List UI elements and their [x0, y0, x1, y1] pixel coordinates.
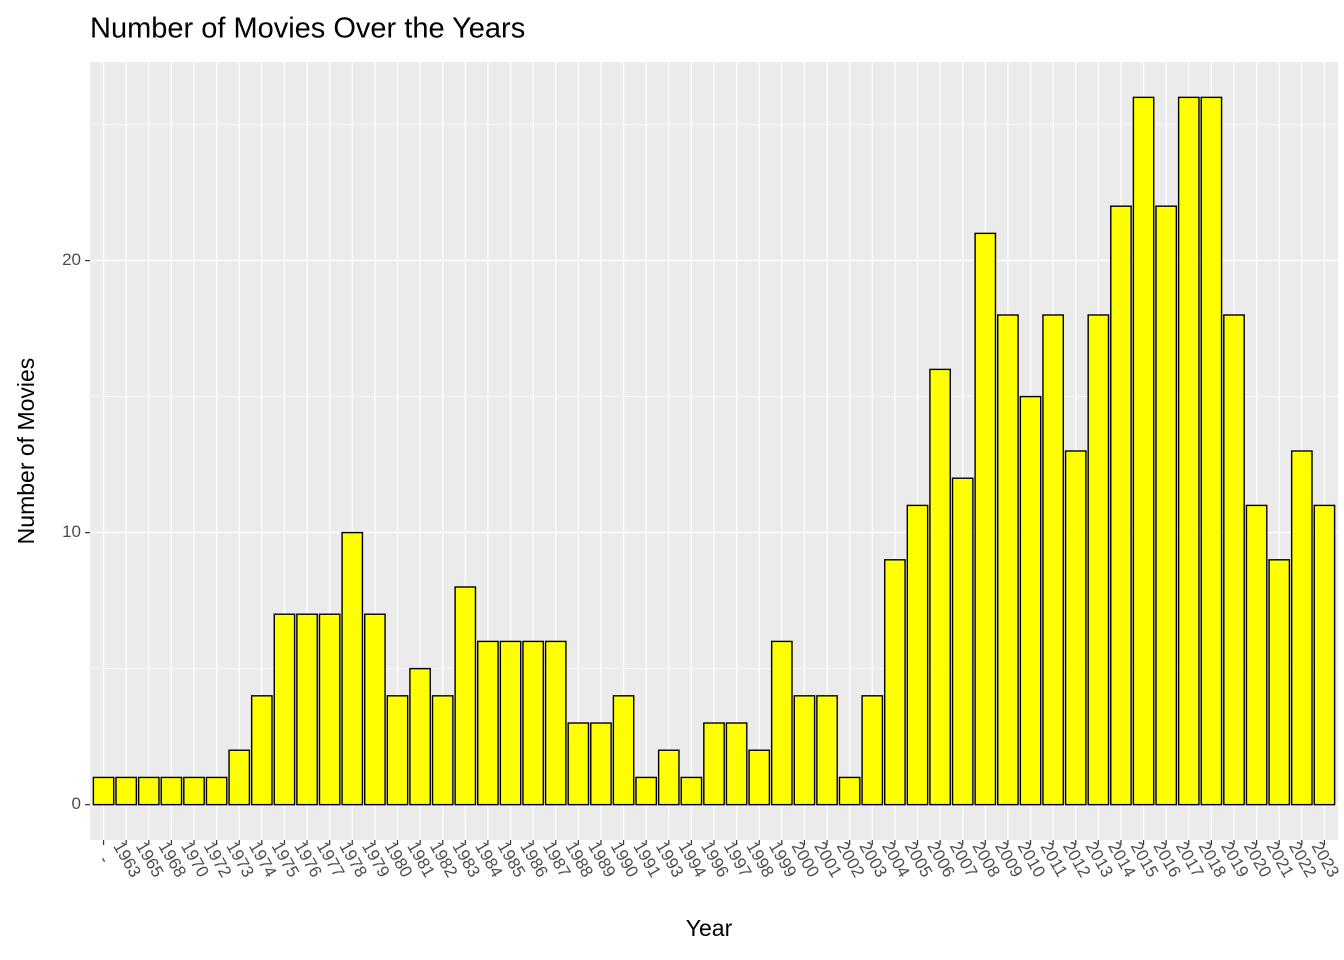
bar	[341, 531, 364, 806]
bar	[115, 776, 138, 806]
bar	[431, 695, 454, 806]
bar	[1223, 314, 1245, 806]
bar	[838, 776, 861, 806]
bar	[544, 640, 567, 806]
bar	[929, 368, 951, 806]
bar	[522, 640, 545, 806]
bar	[1313, 504, 1336, 806]
y-tick-label: 10	[62, 522, 81, 541]
bar	[906, 504, 929, 806]
y-tick-label: 0	[72, 794, 81, 813]
bar	[183, 776, 205, 806]
bar	[1019, 395, 1042, 806]
bar	[318, 613, 341, 806]
bar	[409, 667, 431, 806]
bar	[273, 613, 296, 806]
bar	[1290, 450, 1313, 806]
bar	[1177, 96, 1200, 806]
bar	[1132, 96, 1155, 806]
bar	[590, 722, 612, 806]
bar	[1200, 96, 1223, 806]
bar	[770, 640, 793, 806]
bar	[250, 695, 273, 806]
bar	[228, 749, 251, 806]
bar	[1042, 314, 1065, 806]
bar	[1245, 504, 1268, 806]
bar	[1087, 314, 1110, 806]
bar	[635, 776, 658, 806]
bar	[1110, 205, 1132, 806]
bar	[997, 314, 1019, 806]
bar	[1268, 559, 1291, 806]
bar	[160, 776, 183, 806]
bar	[454, 586, 477, 806]
bar	[205, 776, 228, 806]
bar	[703, 722, 725, 806]
bar	[974, 232, 997, 806]
y-tick-label: 20	[62, 250, 81, 269]
bar	[363, 613, 386, 806]
bar	[499, 640, 522, 806]
bar	[477, 640, 499, 806]
bar	[861, 695, 884, 806]
bar	[725, 722, 748, 806]
bar	[657, 749, 680, 806]
bar	[567, 722, 590, 806]
y-axis-title: Number of Movies	[13, 358, 39, 545]
bar	[1064, 450, 1087, 806]
bar	[680, 776, 703, 806]
bar	[793, 695, 816, 806]
x-axis-title: Year	[686, 915, 733, 941]
bar	[748, 749, 771, 806]
bar	[386, 695, 409, 806]
bar	[137, 776, 160, 806]
chart-title: Number of Movies Over the Years	[90, 13, 525, 45]
bar	[883, 559, 906, 806]
bar	[296, 613, 318, 806]
bar	[612, 695, 635, 806]
bar	[92, 776, 115, 806]
x-tick-label: -	[95, 852, 114, 866]
bar	[951, 477, 974, 806]
bar	[816, 695, 838, 806]
bar	[1155, 205, 1178, 806]
